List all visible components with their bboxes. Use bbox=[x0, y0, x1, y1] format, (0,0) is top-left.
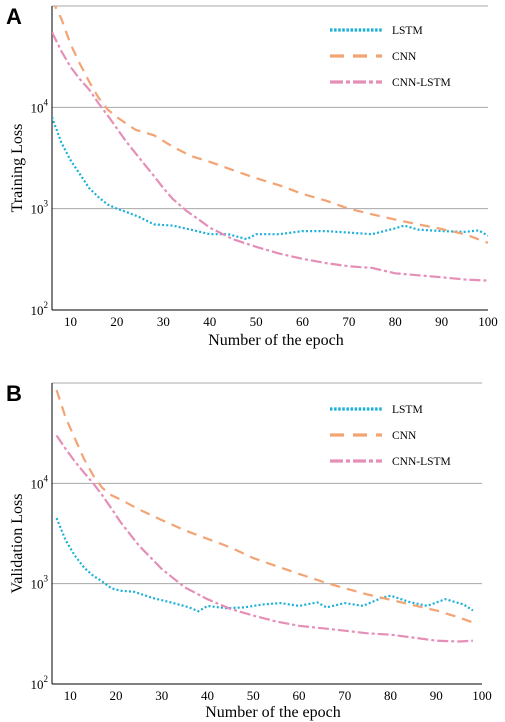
x-tick-label: 20 bbox=[110, 688, 123, 703]
x-tick-label: 30 bbox=[157, 314, 170, 329]
x-tick-label: 60 bbox=[293, 688, 306, 703]
legend-label: CNN-LSTM bbox=[392, 77, 451, 89]
x-tick-label: 80 bbox=[389, 314, 402, 329]
legend: LSTM CNN CNN-LSTM bbox=[330, 404, 451, 468]
x-tick-label: 40 bbox=[201, 688, 214, 703]
legend-label: LSTM bbox=[392, 25, 423, 37]
x-axis-label: Number of the epoch bbox=[208, 332, 344, 349]
x-tick-label: 50 bbox=[247, 688, 260, 703]
y-axis-label: Validation Loss bbox=[9, 494, 26, 594]
y-tick-label: 102 bbox=[31, 674, 49, 692]
x-tick-label: 10 bbox=[64, 688, 77, 703]
x-axis-label: Number of the epoch bbox=[205, 704, 341, 721]
x-tick-label: 10 bbox=[64, 314, 77, 329]
series-line-cnn bbox=[55, 389, 474, 624]
legend-label: CNN bbox=[392, 430, 417, 442]
x-tick-label: 50 bbox=[250, 314, 263, 329]
series-line-cnn-lstm bbox=[55, 434, 473, 643]
y-tick-label: 104 bbox=[31, 97, 49, 115]
x-tick-label: 90 bbox=[430, 688, 443, 703]
y-tick-label: 104 bbox=[31, 473, 49, 491]
legend-label: CNN bbox=[392, 51, 417, 63]
legend-label: CNN-LSTM bbox=[392, 456, 451, 468]
x-tick-label: 70 bbox=[338, 688, 351, 703]
x-tick-label: 20 bbox=[110, 314, 123, 329]
series-line-lstm bbox=[52, 116, 488, 241]
y-tick-label: 102 bbox=[31, 300, 49, 318]
x-tick-label: 40 bbox=[203, 314, 216, 329]
series-line-lstm bbox=[55, 517, 474, 613]
series-group bbox=[52, 6, 488, 282]
x-tick-label: 100 bbox=[478, 314, 498, 329]
panel-letter: A bbox=[6, 4, 22, 29]
series-group bbox=[55, 389, 474, 643]
x-tick-label: 70 bbox=[342, 314, 355, 329]
x-tick-label: 30 bbox=[155, 688, 168, 703]
chart-panel-a: A 102 103 104 10 20 30 40 50 60 70 80 90 100 Number of… bbox=[6, 4, 498, 349]
x-tick-label: 90 bbox=[435, 314, 448, 329]
legend: LSTM CNN CNN-LSTM bbox=[330, 25, 451, 89]
series-line-cnn-lstm bbox=[52, 31, 488, 282]
x-tick-label: 80 bbox=[384, 688, 397, 703]
chart-panel-b: B 102 103 104 10 20 30 40 50 60 70 80 90 100 Number of… bbox=[6, 381, 492, 721]
y-tick-label: 103 bbox=[31, 574, 49, 592]
y-axis-label: Training Loss bbox=[9, 124, 26, 213]
x-tick-label: 60 bbox=[296, 314, 309, 329]
series-line-cnn bbox=[53, 6, 488, 244]
panel-letter: B bbox=[6, 381, 22, 406]
x-tick-label: 100 bbox=[472, 688, 492, 703]
y-tick-label: 103 bbox=[31, 199, 49, 217]
legend-label: LSTM bbox=[392, 404, 423, 416]
